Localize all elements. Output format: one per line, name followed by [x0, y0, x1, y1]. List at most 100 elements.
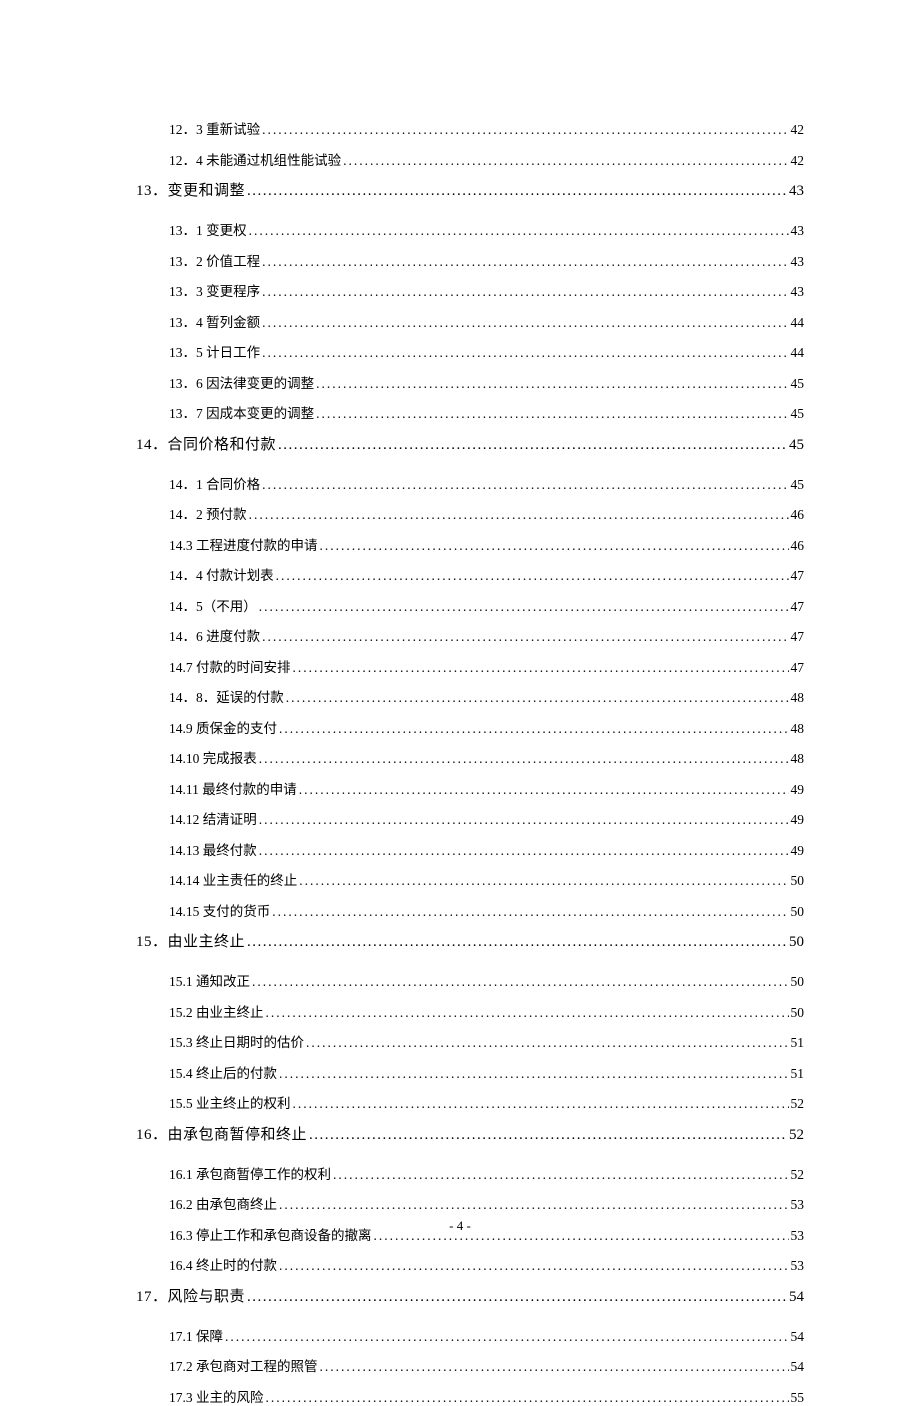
toc-label: 15.4 终止后的付款 — [169, 1062, 277, 1082]
toc-label: 14．1 合同价格 — [169, 473, 260, 493]
toc-page-number: 50 — [789, 934, 804, 951]
toc-leader-dots: ........................................… — [266, 1390, 789, 1406]
toc-subsection[interactable]: 13．6 因法律变更的调整...........................… — [136, 372, 804, 392]
toc-subsection[interactable]: 14.7 付款的时间安排............................… — [136, 656, 804, 676]
toc-section-heading[interactable]: 13．变更和调整 ...............................… — [136, 179, 804, 200]
toc-subsection[interactable]: 14.12 结清证明..............................… — [136, 808, 804, 828]
toc-page-number: 47 — [791, 660, 805, 676]
toc-leader-dots: ........................................… — [293, 1096, 789, 1112]
toc-leader-dots: ........................................… — [262, 284, 788, 300]
toc-leader-dots: ........................................… — [225, 1329, 789, 1345]
toc-leader-dots: ........................................… — [262, 254, 788, 270]
toc-section-heading[interactable]: 17．风险与职责 ...............................… — [136, 1285, 804, 1306]
toc-subsection[interactable]: 13．4 暂列金额...............................… — [136, 311, 804, 331]
toc-label: 14．合同价格和付款 — [136, 433, 276, 454]
toc-subsection[interactable]: 13．2 价值工程...............................… — [136, 250, 804, 270]
toc-page-number: 55 — [791, 1390, 805, 1406]
toc-subsection[interactable]: 14.11 最终付款的申请...........................… — [136, 778, 804, 798]
toc-label: 15.2 由业主终止 — [169, 1001, 264, 1021]
toc-page-number: 54 — [789, 1289, 804, 1306]
toc-page-number: 46 — [791, 538, 805, 554]
toc-subsection[interactable]: 13．3 变更程序...............................… — [136, 280, 804, 300]
toc-leader-dots: ........................................… — [316, 406, 788, 422]
toc-subsection[interactable]: 16.4 终止时的付款.............................… — [136, 1254, 804, 1274]
toc-subsection[interactable]: 14.13 最终付款..............................… — [136, 839, 804, 859]
toc-section-heading[interactable]: 15．由业主终止 ...............................… — [136, 930, 804, 951]
toc-subsection[interactable]: 13．1 变更权................................… — [136, 219, 804, 239]
toc-subsection[interactable]: 15.4 终止后的付款.............................… — [136, 1062, 804, 1082]
toc-leader-dots: ........................................… — [279, 1258, 789, 1274]
toc-page-number: 54 — [791, 1329, 805, 1345]
toc-subsection[interactable]: 13．7 因成本变更的调整...........................… — [136, 402, 804, 422]
toc-label: 14.14 业主责任的终止 — [169, 869, 297, 889]
toc-subsection[interactable]: 12．3 重新试验...............................… — [136, 118, 804, 138]
toc-section-heading[interactable]: 14．合同价格和付款 .............................… — [136, 433, 804, 454]
toc-subsection[interactable]: 15.2 由业主终止..............................… — [136, 1001, 804, 1021]
toc-label: 14.3 工程进度付款的申请 — [169, 534, 318, 554]
toc-leader-dots: ........................................… — [309, 1127, 787, 1144]
toc-subsection[interactable]: 13．5 计日工作...............................… — [136, 341, 804, 361]
toc-label: 16．由承包商暂停和终止 — [136, 1123, 307, 1144]
toc-label: 14．5（不用） — [169, 595, 257, 615]
toc-subsection[interactable]: 17.2 承包商对工程的照管..........................… — [136, 1355, 804, 1375]
toc-leader-dots: ........................................… — [249, 507, 789, 523]
toc-label: 15.3 终止日期时的估价 — [169, 1031, 304, 1051]
toc-page-number: 45 — [791, 376, 805, 392]
toc-leader-dots: ........................................… — [279, 1197, 789, 1213]
toc-label: 13．4 暂列金额 — [169, 311, 260, 331]
toc-subsection[interactable]: 17.3 业主的风险..............................… — [136, 1386, 804, 1406]
toc-leader-dots: ........................................… — [276, 568, 789, 584]
toc-page-number: 44 — [791, 315, 805, 331]
toc-subsection[interactable]: 14．6 进度付款...............................… — [136, 625, 804, 645]
toc-page-number: 53 — [791, 1258, 805, 1274]
toc-subsection[interactable]: 14.3 工程进度付款的申请..........................… — [136, 534, 804, 554]
toc-page-number: 52 — [791, 1167, 805, 1183]
toc-leader-dots: ........................................… — [279, 721, 789, 737]
toc-subsection[interactable]: 17.1 保障.................................… — [136, 1325, 804, 1345]
toc-subsection[interactable]: 14.9 质保金的支付.............................… — [136, 717, 804, 737]
toc-label: 12．3 重新试验 — [169, 118, 260, 138]
toc-page-number: 54 — [791, 1359, 805, 1375]
toc-page-number: 43 — [791, 254, 805, 270]
toc-label: 14．4 付款计划表 — [169, 564, 274, 584]
toc-label: 13．1 变更权 — [169, 219, 247, 239]
toc-label: 16.1 承包商暂停工作的权利 — [169, 1163, 331, 1183]
toc-subsection[interactable]: 14．1 合同价格...............................… — [136, 473, 804, 493]
toc-label: 12．4 未能通过机组性能试验 — [169, 149, 341, 169]
toc-section-heading[interactable]: 16．由承包商暂停和终止 ...........................… — [136, 1123, 804, 1144]
toc-label: 14.9 质保金的支付 — [169, 717, 277, 737]
toc-label: 14．6 进度付款 — [169, 625, 260, 645]
toc-label: 14.10 完成报表 — [169, 747, 257, 767]
toc-subsection[interactable]: 14.15 支付的货币.............................… — [136, 900, 804, 920]
toc-leader-dots: ........................................… — [259, 599, 789, 615]
toc-page-number: 52 — [789, 1127, 804, 1144]
toc-subsection[interactable]: 12．4 未能通过机组性能试验.........................… — [136, 149, 804, 169]
toc-label: 15．由业主终止 — [136, 930, 245, 951]
toc-subsection[interactable]: 14．5（不用）................................… — [136, 595, 804, 615]
toc-subsection[interactable]: 14．2 预付款................................… — [136, 503, 804, 523]
toc-label: 13．3 变更程序 — [169, 280, 260, 300]
toc-leader-dots: ........................................… — [259, 843, 789, 859]
toc-subsection[interactable]: 15.3 终止日期时的估价...........................… — [136, 1031, 804, 1051]
toc-label: 17.3 业主的风险 — [169, 1386, 264, 1406]
toc-subsection[interactable]: 16.1 承包商暂停工作的权利.........................… — [136, 1163, 804, 1183]
toc-label: 17．风险与职责 — [136, 1285, 245, 1306]
toc-subsection[interactable]: 14．8．延误的付款..............................… — [136, 686, 804, 706]
toc-leader-dots: ........................................… — [320, 1359, 789, 1375]
toc-subsection[interactable]: 14.10 完成报表..............................… — [136, 747, 804, 767]
toc-label: 14．2 预付款 — [169, 503, 247, 523]
toc-subsection[interactable]: 14.14 业主责任的终止...........................… — [136, 869, 804, 889]
toc-leader-dots: ........................................… — [247, 934, 787, 951]
toc-subsection[interactable]: 14．4 付款计划表..............................… — [136, 564, 804, 584]
toc-label: 15.1 通知改正 — [169, 970, 250, 990]
toc-subsection[interactable]: 15.5 业主终止的权利............................… — [136, 1092, 804, 1112]
toc-leader-dots: ........................................… — [343, 153, 788, 169]
toc-leader-dots: ........................................… — [249, 223, 789, 239]
toc-subsection[interactable]: 16.2 由承包商终止.............................… — [136, 1193, 804, 1213]
toc-leader-dots: ........................................… — [262, 315, 788, 331]
toc-leader-dots: ........................................… — [279, 1066, 789, 1082]
toc-subsection[interactable]: 15.1 通知改正...............................… — [136, 970, 804, 990]
toc-label: 16.2 由承包商终止 — [169, 1193, 277, 1213]
toc-leader-dots: ........................................… — [272, 904, 788, 920]
toc-label: 14.12 结清证明 — [169, 808, 257, 828]
